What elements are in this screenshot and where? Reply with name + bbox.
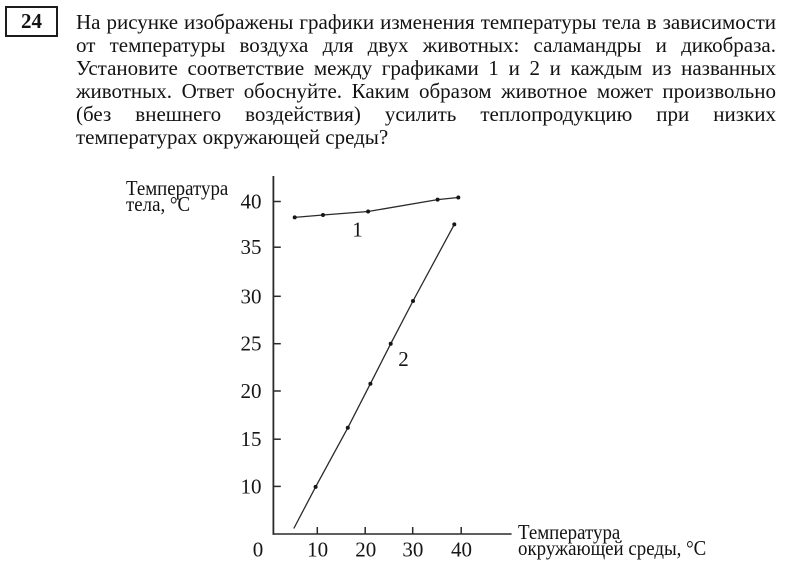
svg-text:10: 10 bbox=[241, 474, 262, 498]
svg-text:2: 2 bbox=[398, 347, 409, 371]
svg-text:25: 25 bbox=[241, 332, 262, 356]
svg-text:40: 40 bbox=[451, 538, 472, 562]
svg-text:30: 30 bbox=[241, 284, 262, 308]
svg-text:30: 30 bbox=[402, 538, 423, 562]
svg-text:10: 10 bbox=[307, 538, 328, 562]
svg-text:0: 0 bbox=[253, 538, 264, 562]
svg-text:40: 40 bbox=[241, 190, 262, 214]
svg-text:20: 20 bbox=[241, 379, 262, 403]
svg-text:35: 35 bbox=[241, 235, 262, 259]
svg-text:20: 20 bbox=[355, 538, 376, 562]
svg-text:15: 15 bbox=[241, 427, 262, 451]
svg-text:1: 1 bbox=[352, 218, 363, 242]
